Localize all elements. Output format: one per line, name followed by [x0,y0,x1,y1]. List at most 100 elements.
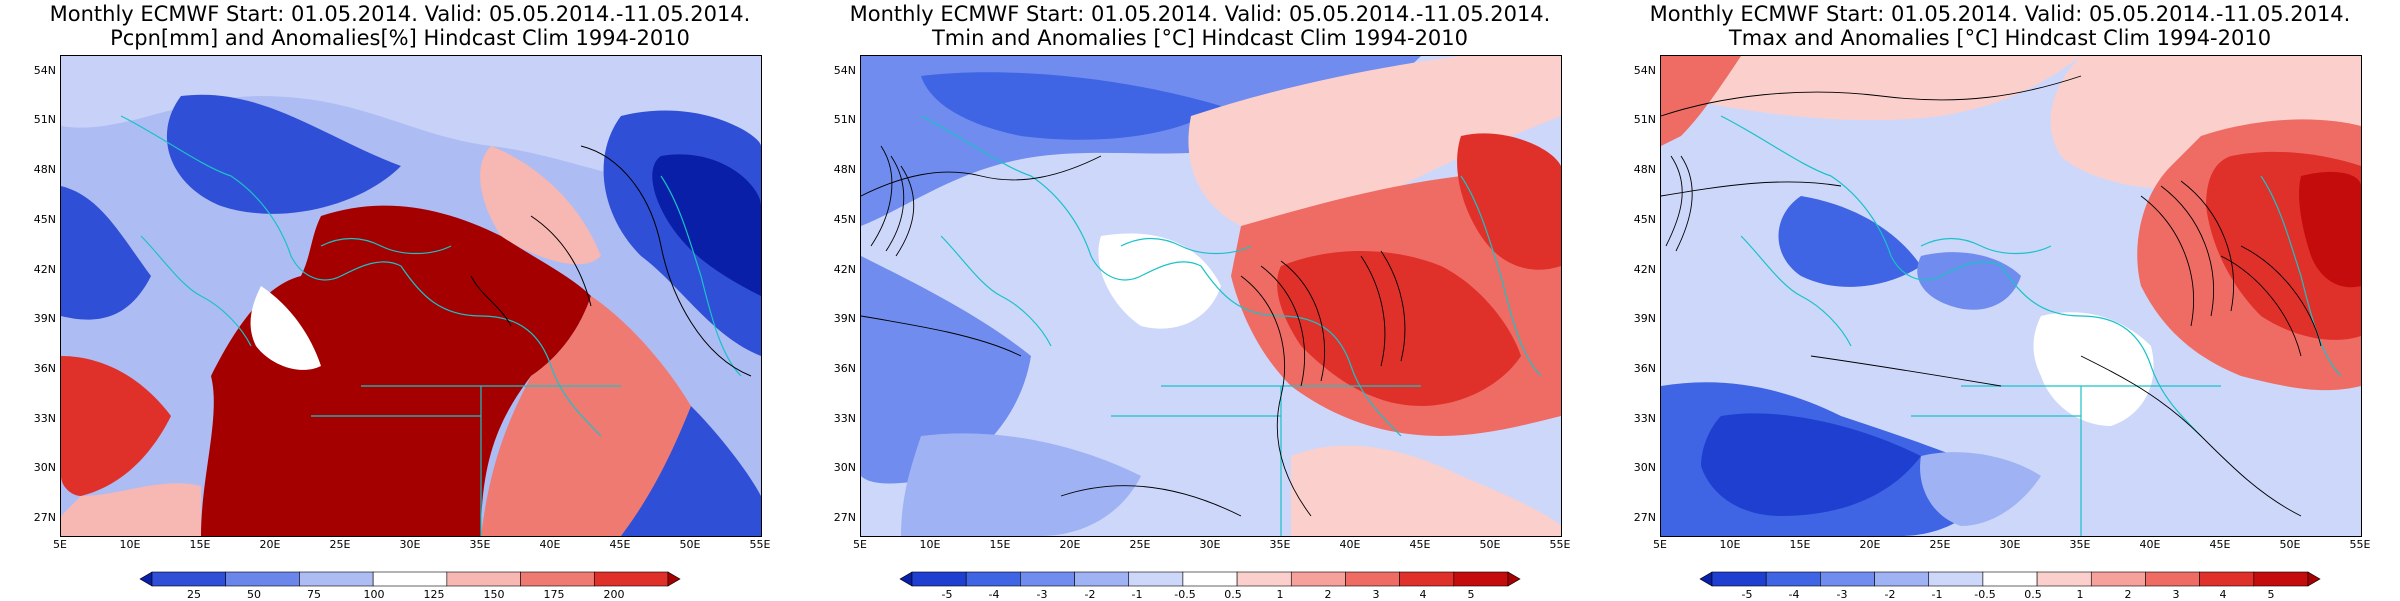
colorbar-swatch [1928,571,1984,587]
lat-label: 45N [1633,213,1656,226]
colorbar-swatch [2090,571,2146,587]
map-area [1660,55,2362,537]
colorbar-tick-label: 75 [307,588,321,601]
colorbar-tick-label: 200 [603,588,625,601]
lat-label: 54N [833,64,856,77]
colorbar-swatch [1399,571,1455,587]
colorbar-swatch [1074,571,1130,587]
colorbar-swatch [667,571,681,587]
colorbar-tick-label: 1 [2076,588,2084,601]
lon-label: 10E [919,538,941,551]
colorbar [139,571,681,587]
lat-label: 48N [33,163,56,176]
lat-label: 48N [833,163,856,176]
colorbar-swatch [593,571,669,587]
lon-label: 30E [399,538,421,551]
colorbar-tick-label: 2 [1324,588,1332,601]
lat-label: 39N [1633,312,1656,325]
tmin-anomaly-field [861,56,1561,536]
colorbar-tick-label: 0.5 [1224,588,1242,601]
colorbar-tick-label: -0.5 [1174,588,1196,601]
lon-label: 15E [989,538,1011,551]
colorbar-tick-label: 5 [1467,588,1475,601]
colorbar-swatch [1820,571,1875,587]
lat-label: 33N [833,412,856,425]
colorbar-swatch [2253,571,2309,587]
colorbar-swatch [446,571,521,587]
lat-label: 42N [1633,263,1656,276]
colorbar-swatch [1236,571,1292,587]
lon-label: 30E [1199,538,1221,551]
lat-label: 27N [833,511,856,524]
lat-label: 54N [1633,64,1656,77]
lat-label: 30N [1633,461,1656,474]
colorbar-swatch [2036,571,2092,587]
colorbar-swatch [1874,571,1930,587]
lat-label: 39N [833,312,856,325]
colorbar-tick-label: 50 [247,588,261,601]
lon-label: 15E [1789,538,1811,551]
colorbar-swatch [911,571,967,587]
lon-label: 35E [469,538,491,551]
colorbar-swatch [1128,571,1184,587]
colorbar-tick-label: 125 [423,588,445,601]
lat-label: 42N [33,263,56,276]
lon-label: 55E [2349,538,2371,551]
colorbar-tick-label: 1 [1276,588,1284,601]
colorbar-tick-label: 175 [543,588,565,601]
colorbar-swatch [1982,571,2038,587]
colorbar-swatch [1453,571,1509,587]
colorbar-swatch [139,571,153,587]
title-line-2: Pcpn[mm] and Anomalies[%] Hindcast Clim … [110,26,690,50]
lon-label: 55E [1549,538,1571,551]
lon-label: 40E [2139,538,2161,551]
colorbar-swatches [139,571,681,587]
lat-label: 48N [1633,163,1656,176]
colorbar-swatch [1507,571,1521,587]
colorbar-tick-label: 4 [1419,588,1427,601]
lon-label: 20E [259,538,281,551]
lon-label: 30E [1999,538,2021,551]
colorbar-swatch [372,571,448,587]
lat-label: 33N [1633,412,1656,425]
colorbar-swatch [1345,571,1400,587]
lon-label: 50E [2279,538,2301,551]
colorbar-tick-label: -4 [1788,588,1800,601]
lat-label: 51N [33,113,56,126]
colorbar-swatch [2145,571,2200,587]
colorbar-tick-label: -1 [1931,588,1943,601]
colorbar-swatch [899,571,913,587]
colorbar-swatch [2199,571,2255,587]
lat-label: 36N [33,362,56,375]
colorbar-tick-label: 3 [1372,588,1380,601]
colorbar-swatch [965,571,1021,587]
map-area [60,55,762,537]
colorbar-tick-label: -3 [1036,588,1048,601]
lat-label: 54N [33,64,56,77]
colorbar-tick-label: -4 [988,588,1000,601]
colorbar-tick-label: -2 [1884,588,1896,601]
title-line-1: Monthly ECMWF Start: 01.05.2014. Valid: … [49,2,751,26]
colorbar [899,571,1521,587]
title-line-2: Tmin and Anomalies [°C] Hindcast Clim 19… [931,26,1469,50]
colorbar-tick-label: -2 [1084,588,1096,601]
colorbar-swatch [1711,571,1767,587]
lat-label: 51N [1633,113,1656,126]
lat-label: 30N [33,461,56,474]
lon-label: 45E [609,538,631,551]
lon-label: 10E [1719,538,1741,551]
lon-label: 20E [1859,538,1881,551]
colorbar-tick-label: 5 [2267,588,2275,601]
colorbar-tick-label: 150 [483,588,505,601]
map-panel-precipitation: Monthly ECMWF Start: 01.05.2014. Valid: … [0,0,800,601]
colorbar-swatch [2307,571,2321,587]
lon-label: 25E [1929,538,1951,551]
lon-label: 50E [679,538,701,551]
lon-label: 15E [189,538,211,551]
colorbar-swatch [299,571,374,587]
panel-title: Monthly ECMWF Start: 01.05.2014. Valid: … [0,2,800,50]
colorbar-tick-label: -5 [941,588,953,601]
precip-anomaly-field [61,56,761,536]
lon-label: 55E [749,538,771,551]
lon-label: 25E [1129,538,1151,551]
